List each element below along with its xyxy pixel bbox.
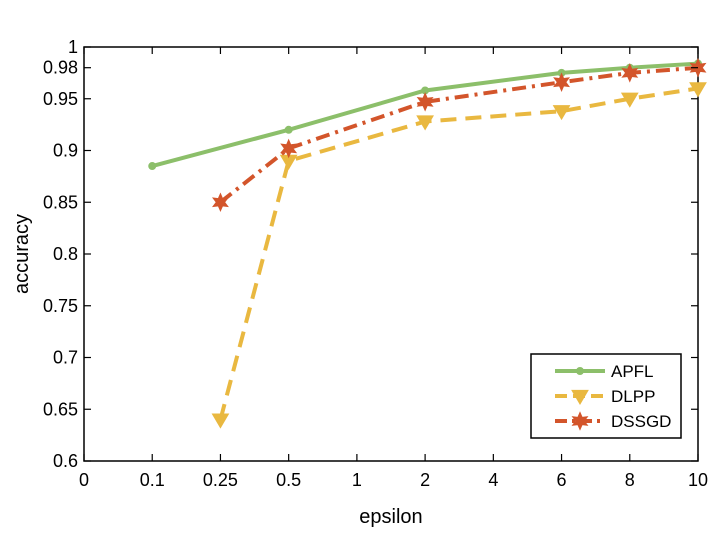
y-tick-label: 0.95 (43, 89, 78, 109)
data-point-dssgd (621, 63, 639, 83)
y-tick-label: 0.85 (43, 192, 78, 212)
legend-marker-dssgd (571, 411, 589, 431)
x-tick-label: 1 (352, 470, 362, 490)
series-layer (148, 57, 707, 429)
legend-label-dssgd: DSSGD (611, 412, 671, 431)
y-tick-label: 0.7 (53, 348, 78, 368)
axis-layer: 0 0.1 0.25 0.5 1 2 4 6 8 10 0.6 0.65 0.7 0.75 0.8 0.85 0… (43, 37, 708, 490)
data-point-dlpp (552, 105, 571, 121)
x-tick-label: 8 (625, 470, 635, 490)
y-axis-title: accuracy (11, 214, 33, 294)
data-point-apfl (284, 125, 293, 134)
x-tick-label: 0.1 (140, 470, 165, 490)
series-dlpp (211, 82, 707, 429)
legend-label-dlpp: DLPP (611, 387, 655, 406)
x-tick-label: 0 (79, 470, 89, 490)
series-line-apfl (151, 61, 699, 168)
y-tick-label: 0.6 (53, 451, 78, 471)
data-point-dssgd (211, 192, 229, 213)
legend-marker-apfl (576, 367, 584, 375)
y-tick-label: 0.75 (43, 296, 78, 316)
series-line-dssgd (219, 65, 699, 204)
data-point-dlpp (689, 82, 707, 98)
x-axis-title: epsilon (359, 506, 422, 528)
series-line-dlpp (218, 86, 699, 421)
data-point-dssgd (280, 138, 298, 159)
y-tick-label: 0.65 (43, 399, 78, 419)
x-tick-label: 4 (488, 470, 498, 490)
x-tick-label: 2 (420, 470, 430, 490)
x-tick-label: 0.5 (276, 470, 301, 490)
data-point-dssgd (416, 92, 434, 112)
legend: APFL DLPP DSSGD (530, 353, 682, 439)
data-point-apfl (148, 162, 157, 171)
y-tick-label: 0.9 (53, 141, 78, 161)
data-point-dlpp (416, 115, 434, 131)
x-tick-label: 6 (557, 470, 567, 490)
legend-label-apfl: APFL (611, 362, 654, 381)
data-point-dlpp (620, 92, 639, 108)
x-tick-label: 0.25 (203, 470, 238, 490)
y-tick-label: 1 (68, 37, 78, 57)
x-tick-label: 10 (688, 470, 708, 490)
y-tick-label: 0.98 (43, 58, 78, 78)
data-point-dssgd (553, 72, 571, 92)
y-tick-label: 0.8 (53, 244, 78, 264)
legend-marker-dlpp (571, 389, 589, 405)
data-point-dlpp (211, 413, 230, 429)
